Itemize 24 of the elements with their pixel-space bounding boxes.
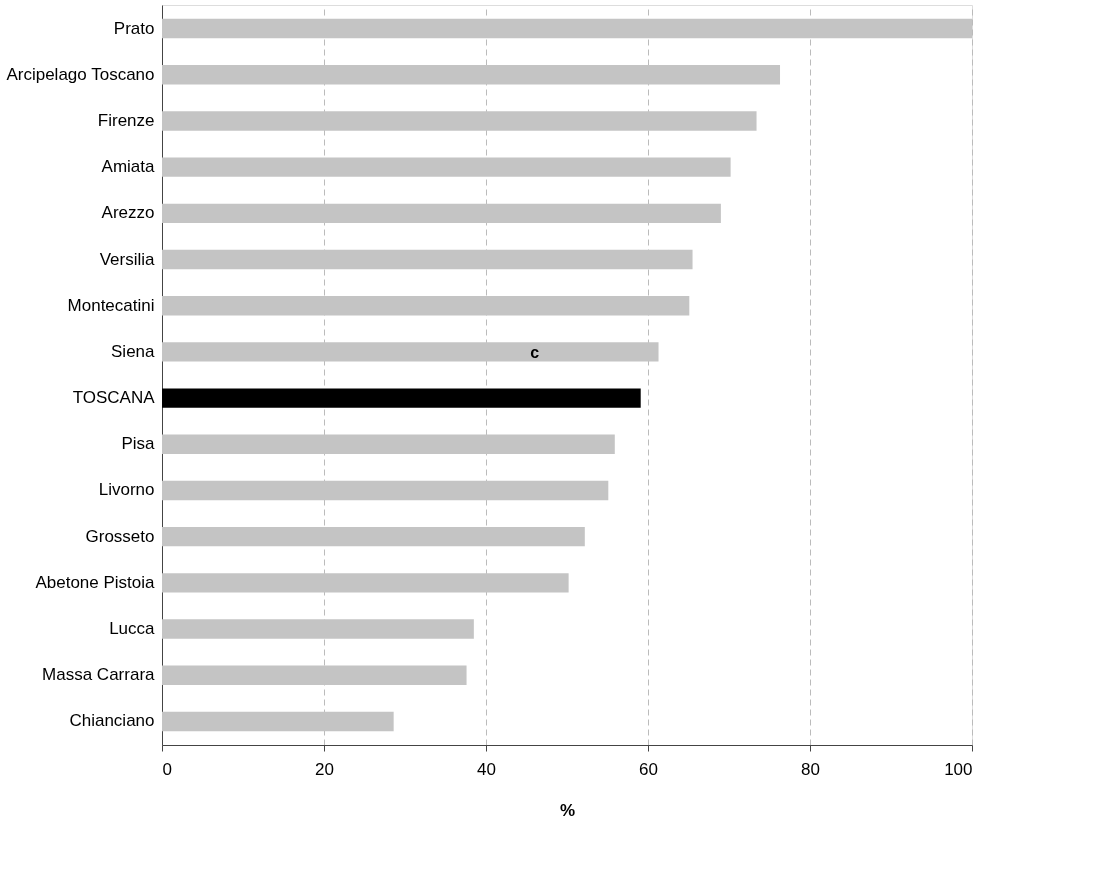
y-tick-label: Chianciano bbox=[69, 711, 155, 731]
y-tick-label: Arezzo bbox=[101, 203, 155, 223]
annotation: c bbox=[530, 343, 540, 361]
y-tick-label: TOSCANA bbox=[72, 388, 156, 408]
y-tick-label: Prato bbox=[113, 18, 155, 38]
y-tick-label: Arcipelago Toscano bbox=[6, 64, 155, 84]
x-tick-label: 40 bbox=[477, 759, 496, 779]
x-tick-label: 0 bbox=[162, 759, 172, 779]
y-tick-label: Montecatini bbox=[67, 295, 155, 315]
y-tick-label: Amiata bbox=[101, 157, 156, 177]
y-tick-label: Firenze bbox=[97, 110, 155, 130]
x-axis-title: % bbox=[559, 800, 576, 820]
y-tick-label: Abetone Pistoia bbox=[35, 572, 156, 592]
y-tick-label: Livorno bbox=[98, 480, 155, 500]
x-tick-label: 20 bbox=[315, 759, 334, 779]
x-tick-label: 60 bbox=[639, 759, 658, 779]
y-tick-label: Lucca bbox=[109, 619, 156, 639]
x-tick-label: 100 bbox=[944, 759, 973, 779]
x-tick-label: 80 bbox=[801, 759, 820, 779]
y-tick-label: Pisa bbox=[121, 434, 156, 454]
y-tick-label: Versilia bbox=[99, 249, 156, 269]
y-tick-label: Massa Carrara bbox=[42, 665, 156, 685]
y-tick-label: Siena bbox=[111, 341, 156, 361]
y-tick-label: Grosseto bbox=[85, 526, 155, 546]
